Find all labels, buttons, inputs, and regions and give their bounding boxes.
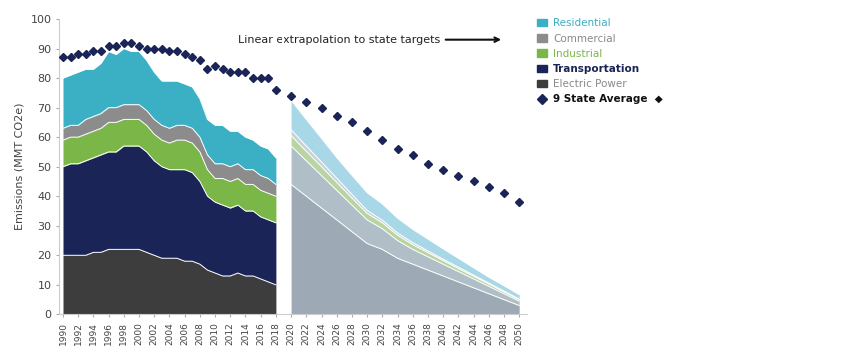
Text: Linear extrapolation to state targets: Linear extrapolation to state targets (238, 35, 499, 45)
Legend: Residential, Commercial, Industrial, Transportation, Electric Power, 9 State Ave: Residential, Commercial, Industrial, Tra… (536, 18, 663, 104)
Y-axis label: Emissions (MMT CO2e): Emissions (MMT CO2e) (15, 103, 25, 230)
